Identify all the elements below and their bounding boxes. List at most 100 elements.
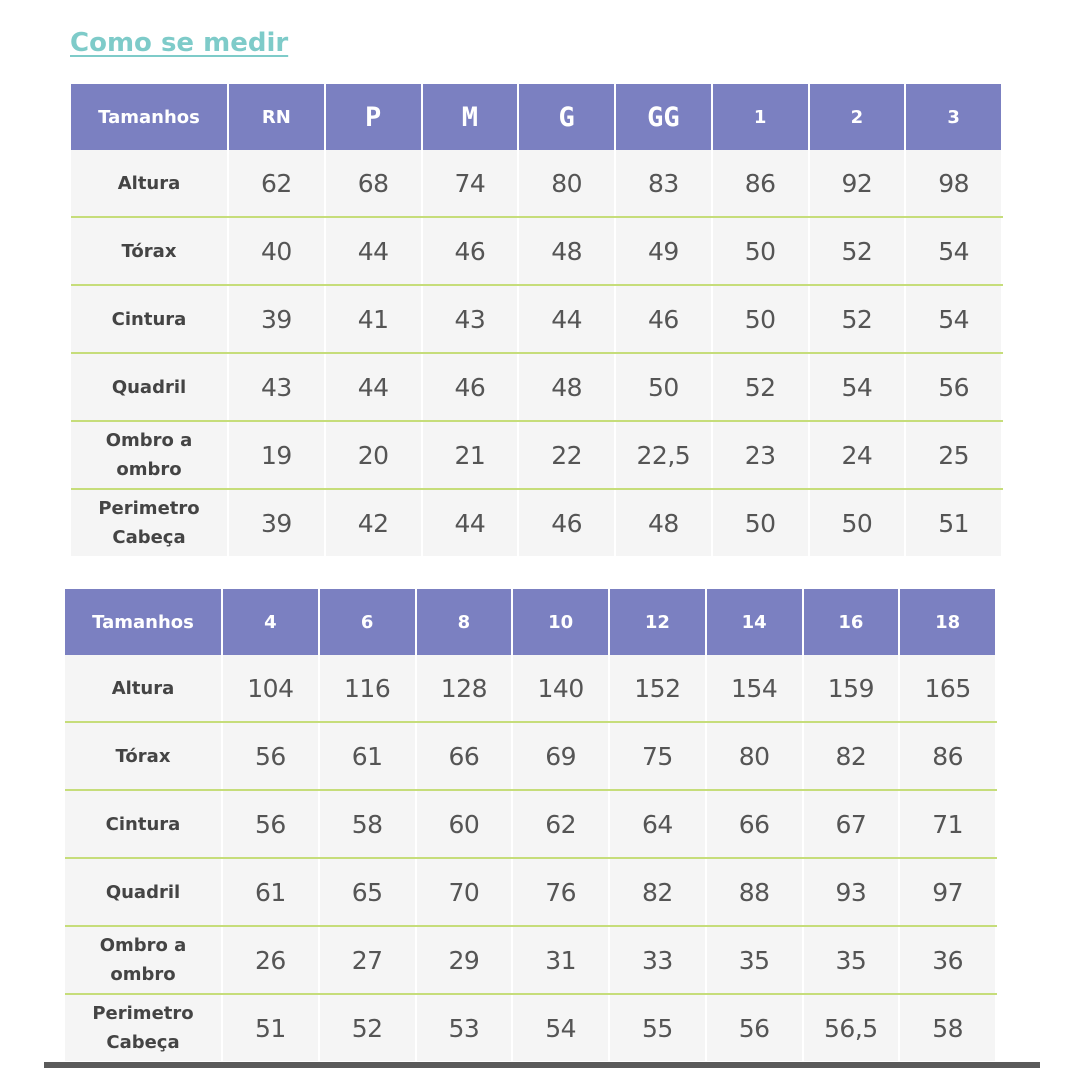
- size-header-row: Tamanhos RN P M G GG 1 2 3: [71, 84, 1003, 150]
- size-header-row: Tamanhos 4 6 8 10 12 14 16 18: [65, 589, 997, 655]
- table-row: Ombro a ombro 19 20 21 22 22,5 23 24 25: [71, 421, 1003, 490]
- measurement-value: 25: [905, 421, 1003, 490]
- measurement-value: 19: [228, 421, 326, 490]
- measurement-value: 54: [905, 285, 1003, 354]
- measurement-label: Quadril: [65, 858, 223, 927]
- measurement-value: 48: [615, 489, 713, 556]
- size-col-header: P: [324, 84, 423, 150]
- measurement-value: 56: [222, 790, 320, 859]
- measurement-value: 82: [609, 858, 707, 927]
- measurement-value: 52: [808, 285, 907, 354]
- measurement-value: 44: [324, 353, 423, 422]
- measurement-value: 61: [222, 858, 320, 927]
- measurement-value: 75: [609, 722, 707, 791]
- measurement-value: 35: [802, 926, 901, 995]
- measurement-label-line: Cintura: [105, 813, 181, 835]
- table-row: Altura 62 68 74 80 83 86 92 98: [71, 150, 1003, 218]
- measurement-label-line: Altura: [111, 677, 175, 699]
- measurement-value: 92: [808, 150, 907, 218]
- measurement-value: 46: [421, 217, 520, 286]
- measurement-value: 68: [324, 150, 423, 218]
- measurement-value: 71: [899, 790, 997, 859]
- measurement-value: 50: [808, 489, 907, 556]
- measurement-value: 22,5: [615, 421, 713, 490]
- measurement-label-line: Tórax: [115, 745, 171, 767]
- measurement-value: 49: [615, 217, 713, 286]
- measurement-value: 21: [421, 421, 520, 490]
- measurement-label-line: Cabeça: [106, 1032, 180, 1053]
- measurement-value: 159: [802, 655, 901, 723]
- measurement-label: Ombro a ombro: [71, 421, 229, 490]
- measurement-value: 80: [518, 150, 616, 218]
- how-to-measure-link[interactable]: Como se medir: [70, 28, 289, 58]
- measurement-value: 70: [415, 858, 514, 927]
- measurement-label: Tórax: [71, 217, 229, 286]
- measurement-label: Cintura: [71, 285, 229, 354]
- measurement-value: 128: [415, 655, 514, 723]
- size-table-2: Tamanhos 4 6 8 10 12 14 16 18 Altura 104 1…: [65, 589, 997, 1061]
- measurement-value: 86: [711, 150, 810, 218]
- measurement-label: Tórax: [65, 722, 223, 791]
- measurement-value: 140: [512, 655, 610, 723]
- measurement-value: 50: [711, 217, 810, 286]
- measurement-value: 93: [802, 858, 901, 927]
- measurement-label: Perimetro Cabeça: [71, 489, 229, 556]
- size-col-header: 10: [512, 589, 610, 655]
- measurement-value: 50: [711, 489, 810, 556]
- measurement-value: 55: [609, 994, 707, 1061]
- measurement-value: 152: [609, 655, 707, 723]
- measurement-value: 54: [905, 217, 1003, 286]
- measurement-value: 52: [711, 353, 810, 422]
- bottom-edge-bar: [44, 1062, 1040, 1068]
- size-col-header: G: [518, 84, 616, 150]
- size-col-header: RN: [228, 84, 326, 150]
- measurement-label: Quadril: [71, 353, 229, 422]
- measurement-value: 76: [512, 858, 610, 927]
- measurement-value: 64: [609, 790, 707, 859]
- measurement-value: 46: [421, 353, 520, 422]
- measurement-value: 52: [808, 217, 907, 286]
- measurement-value: 50: [711, 285, 810, 354]
- table-row: Altura 104 116 128 140 152 154 159 165: [65, 655, 997, 723]
- header-sizes-label: Tamanhos: [71, 84, 229, 150]
- measurement-value: 36: [899, 926, 997, 995]
- header-sizes-label: Tamanhos: [65, 589, 223, 655]
- measurement-value: 56: [905, 353, 1003, 422]
- measurement-value: 20: [324, 421, 423, 490]
- measurement-value: 65: [318, 858, 417, 927]
- measurement-value: 48: [518, 353, 616, 422]
- size-col-header: GG: [615, 84, 713, 150]
- measurement-value: 86: [899, 722, 997, 791]
- measurement-value: 50: [615, 353, 713, 422]
- measurement-value: 39: [228, 489, 326, 556]
- size-col-header: 14: [705, 589, 804, 655]
- measurement-value: 44: [421, 489, 520, 556]
- measurement-label-line: Tórax: [121, 240, 177, 262]
- measurement-label: Altura: [65, 655, 223, 723]
- measurement-value: 51: [905, 489, 1003, 556]
- measurement-value: 61: [318, 722, 417, 791]
- measurement-label-line: Quadril: [111, 376, 187, 398]
- measurement-value: 35: [705, 926, 804, 995]
- table-row: Quadril 61 65 70 76 82 88 93 97: [65, 858, 997, 927]
- table-row: Ombro a ombro 26 27 29 31 33 35 35 36: [65, 926, 997, 995]
- measurement-value: 98: [905, 150, 1003, 218]
- measurement-value: 154: [705, 655, 804, 723]
- measurement-value: 58: [318, 790, 417, 859]
- measurement-label-line: Perimetro: [92, 1003, 194, 1024]
- measurement-value: 23: [711, 421, 810, 490]
- measurement-value: 44: [324, 217, 423, 286]
- measurement-value: 56: [222, 722, 320, 791]
- size-table-1: Tamanhos RN P M G GG 1 2 3 Altura 62 68 74 8…: [71, 84, 1003, 556]
- measurement-value: 31: [512, 926, 610, 995]
- table-row: Tórax 56 61 66 69 75 80 82 86: [65, 722, 997, 791]
- measurement-value: 56: [705, 994, 804, 1061]
- measurement-label-line: ombro: [116, 459, 182, 480]
- measurement-value: 44: [518, 285, 616, 354]
- size-col-header: 8: [415, 589, 514, 655]
- size-col-header: 18: [899, 589, 997, 655]
- measurement-value: 53: [415, 994, 514, 1061]
- measurement-value: 40: [228, 217, 326, 286]
- size-col-header: M: [421, 84, 520, 150]
- measurement-value: 52: [318, 994, 417, 1061]
